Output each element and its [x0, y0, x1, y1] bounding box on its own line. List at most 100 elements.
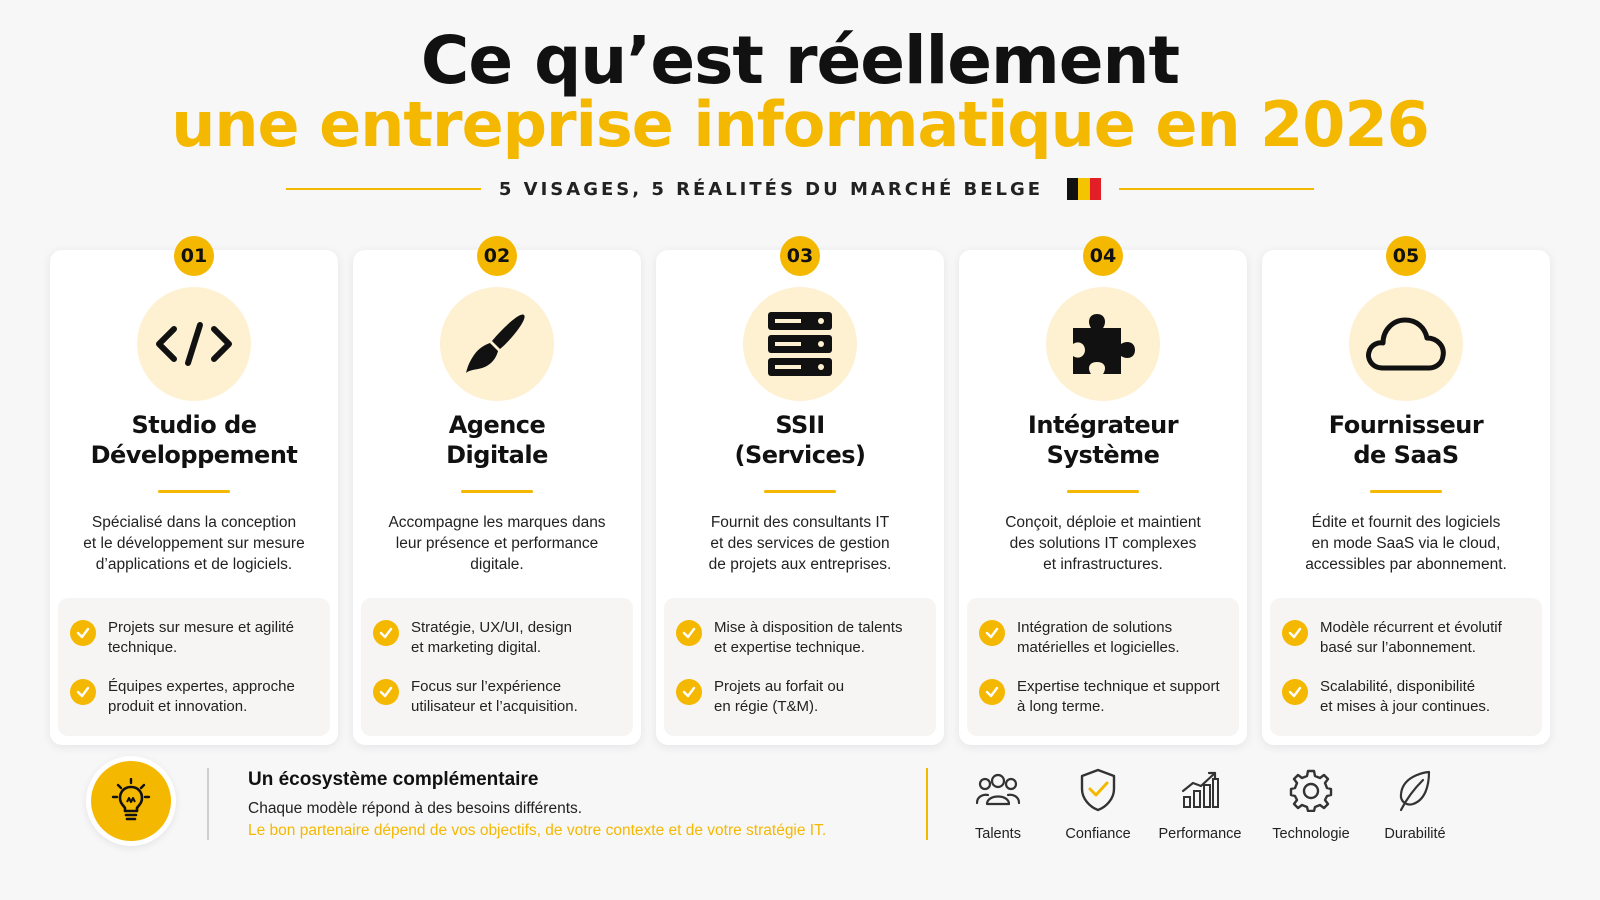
feature-item: Modèle récurrent et évolutif basé sur l’a…	[1282, 618, 1536, 658]
card-description-line: et des services de gestion	[710, 535, 890, 552]
paintbrush-icon	[440, 287, 554, 401]
value-label: Technologie	[1272, 826, 1350, 842]
check-icon	[70, 620, 96, 646]
check-icon	[373, 679, 399, 705]
ecosystem-highlight: Le bon partenaire dépend de vos objectif…	[248, 822, 827, 839]
footer-divider	[207, 768, 209, 840]
code-icon	[137, 287, 251, 401]
card-studio-developpement: 01 Studio de Développement Spécialisé da…	[50, 236, 338, 745]
server-icon	[743, 287, 857, 401]
feature-list: Projets sur mesure et agilité technique. …	[58, 598, 330, 736]
feature-item: Stratégie, UX/UI, design et marketing dig…	[373, 618, 627, 658]
belgian-flag-icon	[1067, 178, 1102, 200]
feature-text: produit et innovation.	[108, 698, 248, 715]
card-description-line: et le développement sur mesure	[83, 535, 305, 552]
check-icon	[676, 620, 702, 646]
card-description-line: Conçoit, déploie et maintient	[1005, 514, 1201, 531]
page-title: Ce qu’est réellement	[420, 22, 1180, 99]
subtitle-divider-left	[285, 188, 481, 190]
card-integrateur-systeme: 04 Intégrateur Système Conçoit, déploie …	[959, 236, 1247, 745]
card-description: Accompagne les marques dans leur présenc…	[367, 512, 627, 575]
card-description-line: accessibles par abonnement.	[1305, 556, 1507, 573]
feature-list: Modèle récurrent et évolutif basé sur l’a…	[1270, 598, 1542, 736]
ecosystem-text: Chaque modèle répond à des besoins diffé…	[248, 800, 583, 817]
value-item: Confiance	[1048, 762, 1148, 842]
card-title-line: Agence	[448, 411, 546, 439]
card-number-badge: 04	[1083, 236, 1123, 276]
feature-text: Expertise technique et support	[1017, 678, 1220, 695]
feature-text: et expertise technique.	[714, 639, 865, 656]
card-description-line: en mode SaaS via le cloud,	[1311, 535, 1501, 552]
gear-icon	[1261, 762, 1361, 818]
feature-text: Projets au forfait ou	[714, 678, 845, 695]
check-icon	[70, 679, 96, 705]
subtitle-row: 5 VISAGES, 5 RÉALITÉS DU MARCHÉ BELGE	[0, 176, 1600, 202]
card-description-line: des solutions IT complexes	[1009, 535, 1197, 552]
feature-item: Mise à disposition de talents et expertis…	[676, 618, 930, 658]
card-title: Fournisseur de SaaS	[1262, 410, 1550, 470]
people-icon	[948, 762, 1048, 818]
card-description-line: Fournit des consultants IT	[710, 514, 890, 531]
card-title-line: Fournisseur	[1328, 411, 1484, 439]
card-title-line: Studio de	[131, 411, 257, 439]
lightbulb-badge	[86, 756, 176, 846]
check-icon	[979, 620, 1005, 646]
puzzle-icon	[1046, 287, 1160, 401]
card-title-line: Intégrateur	[1027, 411, 1179, 439]
value-label: Confiance	[1065, 826, 1131, 842]
check-icon	[373, 620, 399, 646]
feature-text: Scalabilité, disponibilité	[1320, 678, 1476, 695]
feature-text: Intégration de solutions	[1017, 619, 1173, 636]
cloud-icon	[1349, 287, 1463, 401]
card-agence-digitale: 02 Agence Digitale Accompagne les marque…	[353, 236, 641, 745]
feature-text: Modèle récurrent et évolutif	[1320, 619, 1502, 636]
card-description: Fournit des consultants IT et des servic…	[670, 512, 930, 575]
card-title-line: Digitale	[446, 441, 548, 469]
feature-text: Projets sur mesure et agilité	[108, 619, 294, 636]
feature-item: Focus sur l’expérience utilisateur et l’a…	[373, 677, 627, 717]
feature-item: Intégration de solutions matérielles et l…	[979, 618, 1233, 658]
subtitle: 5 VISAGES, 5 RÉALITÉS DU MARCHÉ BELGE	[498, 178, 1044, 200]
card-description-line: et infrastructures.	[1043, 556, 1163, 573]
footer-divider-accent	[926, 768, 928, 840]
feature-text: et mises à jour continues.	[1320, 698, 1491, 715]
card-title: Intégrateur Système	[959, 410, 1247, 470]
card-title-line: SSII	[775, 411, 825, 439]
feature-text: à long terme.	[1017, 698, 1105, 715]
card-title-line: Système	[1046, 441, 1160, 469]
value-label: Talents	[975, 826, 1021, 842]
ecosystem-title: Un écosystème complémentaire	[248, 769, 539, 790]
check-icon	[1282, 620, 1308, 646]
subtitle-divider-right	[1119, 188, 1315, 190]
feature-list: Mise à disposition de talents et expertis…	[664, 598, 936, 736]
value-item: Talents	[948, 762, 1048, 842]
check-icon	[979, 679, 1005, 705]
feature-item: Projets sur mesure et agilité technique.	[70, 618, 324, 658]
feature-text: et marketing digital.	[411, 639, 542, 656]
card-description: Conçoit, déploie et maintient des soluti…	[973, 512, 1233, 575]
card-description-line: digitale.	[470, 556, 524, 573]
card-description: Édite et fournit des logiciels en mode S…	[1276, 512, 1536, 575]
footer-banner: Un écosystème complémentaire Chaque modè…	[0, 750, 1600, 870]
values-row: Talents Confiance	[960, 762, 1460, 852]
card-description-line: leur présence et performance	[395, 535, 599, 552]
feature-text: basé sur l’abonnement.	[1320, 639, 1476, 656]
feature-text: Équipes expertes, approche	[108, 678, 295, 695]
card-number-badge: 03	[780, 236, 820, 276]
lightbulb-icon	[91, 761, 171, 841]
feature-text: en régie (T&M).	[714, 698, 819, 715]
card-number-badge: 01	[174, 236, 214, 276]
title-underline	[764, 490, 836, 493]
card-description-line: Accompagne les marques dans	[388, 514, 606, 531]
card-description: Spécialisé dans la conception et le déve…	[64, 512, 324, 575]
leaf-icon	[1365, 762, 1465, 818]
title-underline	[1370, 490, 1442, 493]
card-description-line: d’applications et de logiciels.	[95, 556, 293, 573]
bar-chart-icon	[1150, 762, 1250, 818]
feature-text: Stratégie, UX/UI, design	[411, 619, 572, 636]
card-fournisseur-saas: 05 Fournisseur de SaaS Édite et fournit …	[1262, 236, 1550, 745]
page-title-highlight: une entreprise informatique en 2026	[171, 88, 1429, 161]
card-title-line: de SaaS	[1353, 441, 1459, 469]
card-description-line: Spécialisé dans la conception	[91, 514, 297, 531]
feature-text: Focus sur l’expérience	[411, 678, 562, 695]
